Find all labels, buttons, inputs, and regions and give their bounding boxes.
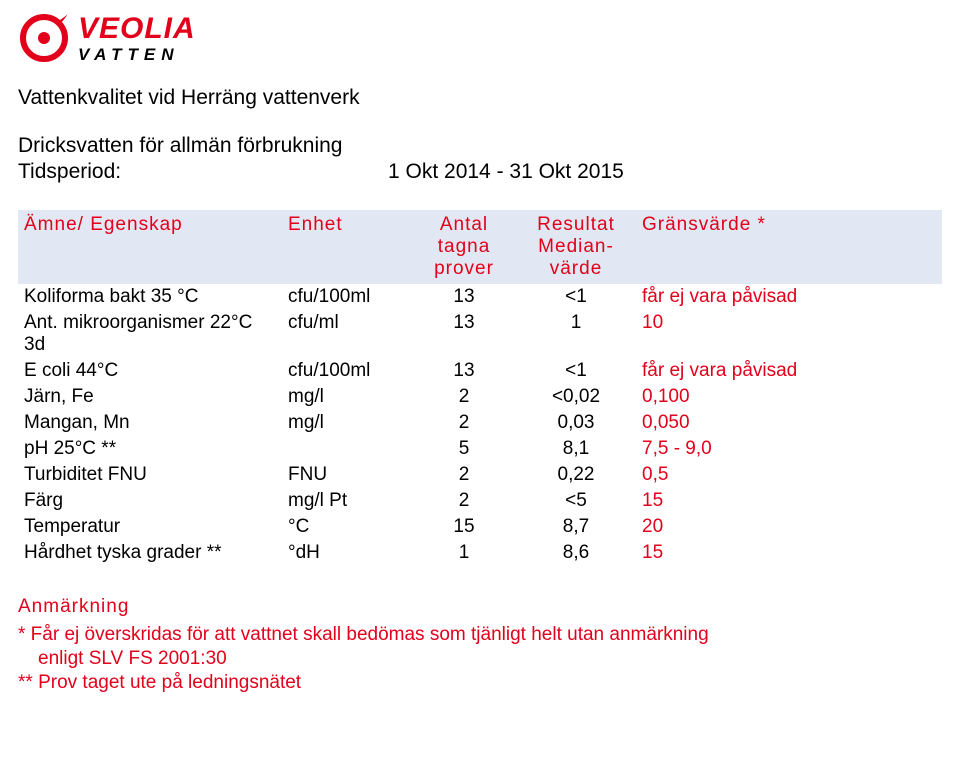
cell-limit: får ej vara påvisad — [636, 358, 942, 384]
cell-param: Färg — [18, 488, 282, 514]
cell-limit: 7,5 - 9,0 — [636, 436, 942, 462]
cell-result: 0,22 — [516, 462, 636, 488]
cell-count: 2 — [412, 462, 516, 488]
table-row: Ant. mikroorganismer 22°C 3dcfu/ml13110 — [18, 310, 942, 358]
cell-param: Järn, Fe — [18, 384, 282, 410]
table-row: Hårdhet tyska grader **°dH18,615 — [18, 540, 942, 566]
cell-unit: FNU — [282, 462, 412, 488]
th-result-l1: Resultat — [522, 214, 630, 236]
notes-block: Anmärkning * Får ej överskridas för att … — [18, 596, 942, 694]
cell-unit: cfu/100ml — [282, 284, 412, 310]
cell-unit: °dH — [282, 540, 412, 566]
notes-heading: Anmärkning — [18, 596, 942, 618]
cell-result: <5 — [516, 488, 636, 514]
cell-unit: mg/l — [282, 410, 412, 436]
cell-result: <1 — [516, 358, 636, 384]
cell-limit: 15 — [636, 488, 942, 514]
cell-limit: 0,050 — [636, 410, 942, 436]
cell-result: 1 — [516, 310, 636, 358]
cell-limit: 15 — [636, 540, 942, 566]
th-count-l1: Antal — [418, 214, 510, 236]
cell-count: 2 — [412, 410, 516, 436]
cell-unit: mg/l Pt — [282, 488, 412, 514]
period-row: Tidsperiod: 1 Okt 2014 - 31 Okt 2015 — [18, 160, 942, 184]
cell-unit: cfu/ml — [282, 310, 412, 358]
cell-param: Koliforma bakt 35 °C — [18, 284, 282, 310]
note-line-1b: enligt SLV FS 2001:30 — [18, 648, 942, 670]
cell-result: 8,1 — [516, 436, 636, 462]
table-row: Färgmg/l Pt2<515 — [18, 488, 942, 514]
th-count-l3: prover — [418, 258, 510, 280]
table-row: pH 25°C ** 58,17,5 - 9,0 — [18, 436, 942, 462]
th-result-l3: värde — [522, 258, 630, 280]
brand-name-line2: VATTEN — [78, 46, 196, 63]
table-body: Koliforma bakt 35 °Ccfu/100ml13<1får ej … — [18, 284, 942, 566]
cell-count: 2 — [412, 488, 516, 514]
th-unit: Enhet — [282, 210, 412, 284]
water-quality-table: Ämne/ Egenskap Enhet Antal tagna prover … — [18, 210, 942, 566]
cell-param: Hårdhet tyska grader ** — [18, 540, 282, 566]
cell-unit: °C — [282, 514, 412, 540]
cell-count: 15 — [412, 514, 516, 540]
th-param: Ämne/ Egenskap — [18, 210, 282, 284]
brand-name-line1: VEOLIA — [78, 14, 196, 44]
cell-count: 2 — [412, 384, 516, 410]
cell-param: Mangan, Mn — [18, 410, 282, 436]
cell-param: pH 25°C ** — [18, 436, 282, 462]
period-label: Tidsperiod: — [18, 160, 388, 184]
table-row: Koliforma bakt 35 °Ccfu/100ml13<1får ej … — [18, 284, 942, 310]
period-value: 1 Okt 2014 - 31 Okt 2015 — [388, 160, 624, 184]
cell-param: Ant. mikroorganismer 22°C 3d — [18, 310, 282, 358]
cell-unit — [282, 436, 412, 462]
table-header-row: Ämne/ Egenskap Enhet Antal tagna prover … — [18, 210, 942, 284]
cell-limit: 0,5 — [636, 462, 942, 488]
cell-result: <0,02 — [516, 384, 636, 410]
cell-count: 13 — [412, 284, 516, 310]
cell-result: 0,03 — [516, 410, 636, 436]
table-row: E coli 44°Ccfu/100ml13<1får ej vara påvi… — [18, 358, 942, 384]
th-count-l2: tagna — [418, 236, 510, 258]
cell-param: Turbiditet FNU — [18, 462, 282, 488]
table-row: Turbiditet FNUFNU20,220,5 — [18, 462, 942, 488]
cell-param: E coli 44°C — [18, 358, 282, 384]
th-result-l2: Median- — [522, 236, 630, 258]
page-subtitle: Dricksvatten för allmän förbrukning — [18, 134, 942, 158]
cell-param: Temperatur — [18, 514, 282, 540]
note-line-1: * Får ej överskridas för att vattnet ska… — [18, 624, 942, 646]
table-row: Mangan, Mnmg/l20,030,050 — [18, 410, 942, 436]
table-row: Temperatur°C158,720 — [18, 514, 942, 540]
table-row: Järn, Femg/l2<0,020,100 — [18, 384, 942, 410]
cell-count: 5 — [412, 436, 516, 462]
cell-result: 8,6 — [516, 540, 636, 566]
cell-result: <1 — [516, 284, 636, 310]
th-limit: Gränsvärde * — [636, 210, 942, 284]
cell-count: 13 — [412, 310, 516, 358]
th-count: Antal tagna prover — [412, 210, 516, 284]
cell-limit: 0,100 — [636, 384, 942, 410]
cell-count: 13 — [412, 358, 516, 384]
cell-count: 1 — [412, 540, 516, 566]
th-result: Resultat Median- värde — [516, 210, 636, 284]
page-title: Vattenkvalitet vid Herräng vattenverk — [18, 86, 942, 110]
note-line-2: ** Prov taget ute på ledningsnätet — [18, 672, 942, 694]
cell-result: 8,7 — [516, 514, 636, 540]
cell-unit: mg/l — [282, 384, 412, 410]
cell-unit: cfu/100ml — [282, 358, 412, 384]
cell-limit: får ej vara påvisad — [636, 284, 942, 310]
brand-logo: VEOLIA VATTEN — [18, 12, 942, 64]
cell-limit: 10 — [636, 310, 942, 358]
cell-limit: 20 — [636, 514, 942, 540]
veolia-icon — [18, 12, 70, 64]
